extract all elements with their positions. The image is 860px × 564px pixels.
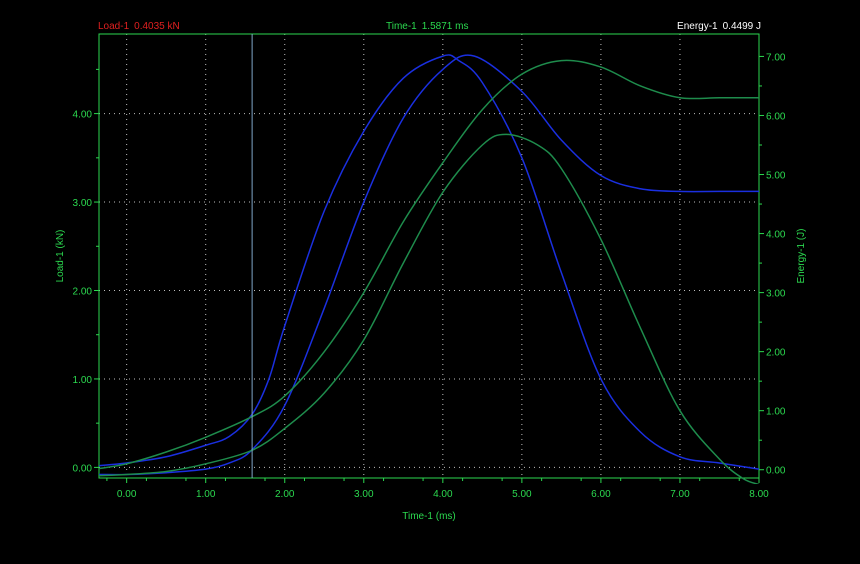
x-tick-label: 6.00 [591, 489, 611, 500]
x-tick-label: 8.00 [749, 489, 769, 500]
y-tick-label: 2.00 [73, 286, 93, 297]
time-readout: Time-1 1.5871 ms [386, 21, 468, 33]
axis-ticks: 0.00 1.00 2.00 3.00 4.00 5.00 6.00 7.00 8.00 0.00… [73, 52, 786, 500]
x-tick-label: 7.00 [670, 489, 690, 500]
y-tick-label: 3.00 [73, 198, 93, 209]
energy-readout: Energy-1 0.4499 J [677, 21, 761, 33]
y2-tick-label: 1.00 [766, 407, 786, 418]
x-tick-label: 0.00 [117, 489, 137, 500]
x-axis-label: Time-1 (ms) [402, 511, 456, 522]
y2-axis-label: Energy-1 (J) [796, 228, 807, 283]
plot-frame [98, 33, 760, 479]
chart-grid [99, 34, 760, 478]
time-readout-value: 1.5871 ms [421, 21, 469, 32]
y2-tick-label: 7.00 [766, 52, 786, 63]
load-series-1 [99, 54, 759, 470]
energy-readout-label: Energy-1 [677, 21, 718, 32]
energy-series-4 [99, 133, 759, 484]
x-tick-label: 2.00 [275, 489, 295, 500]
series-layer [99, 54, 759, 484]
y-tick-label: 1.00 [73, 375, 93, 386]
x-tick-label: 1.00 [196, 489, 216, 500]
y-tick-label: 4.00 [73, 110, 93, 121]
load-readout-value: 0.4035 kN [134, 21, 180, 32]
y2-tick-label: 3.00 [766, 289, 786, 300]
y-axis-label: Load-1 (kN) [55, 230, 66, 283]
x-tick-label: 3.00 [354, 489, 374, 500]
y-tick-label: 0.00 [73, 463, 93, 474]
energy-series-3 [99, 59, 759, 470]
y2-tick-label: 6.00 [766, 111, 786, 122]
y2-tick-label: 5.00 [766, 171, 786, 182]
load-series-2 [99, 54, 759, 476]
y2-tick-label: 0.00 [766, 466, 786, 477]
y2-tick-label: 2.00 [766, 348, 786, 359]
x-tick-label: 4.00 [433, 489, 453, 500]
x-tick-label: 5.00 [512, 489, 532, 500]
energy-readout-value: 0.4499 J [722, 21, 761, 32]
load-readout-label: Load-1 [98, 21, 130, 32]
y2-tick-label: 4.00 [766, 230, 786, 241]
load-readout: Load-1 0.4035 kN [98, 21, 180, 33]
time-readout-label: Time-1 [386, 21, 417, 32]
